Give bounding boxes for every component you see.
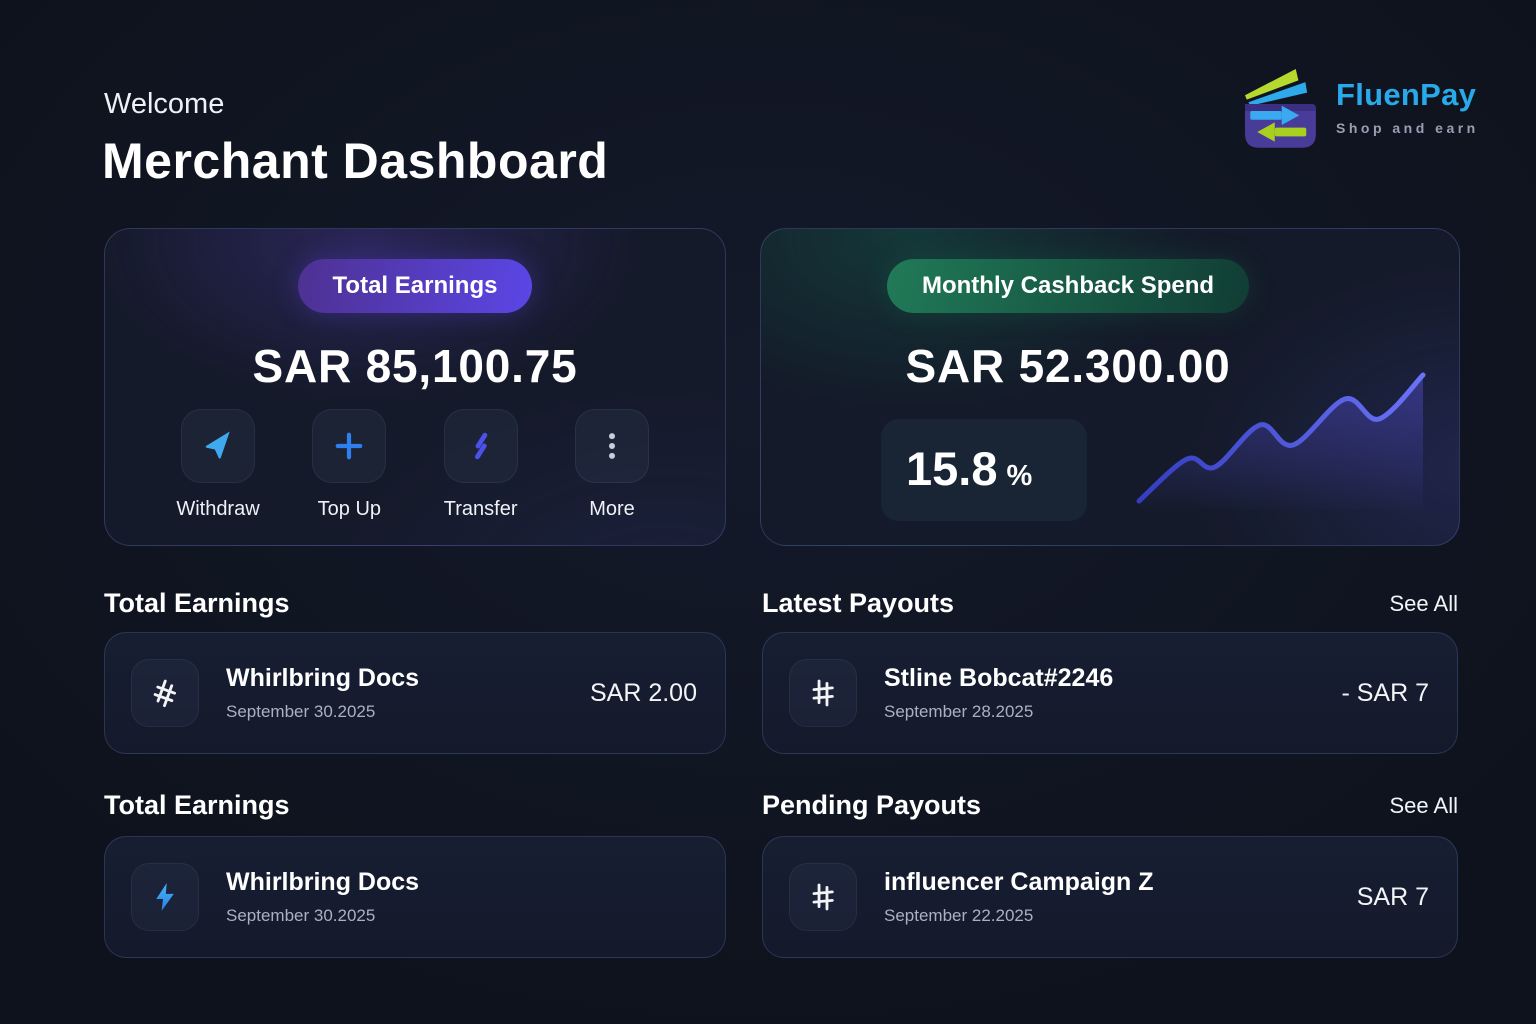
top-up-label: Top Up [317,498,382,520]
more-button[interactable]: More [557,409,667,521]
slanted-hash-icon [153,679,177,708]
top-up-tile [312,409,387,483]
item-amount: SAR 7 [1356,882,1429,911]
cashback-badge: Monthly Cashback Spend [886,259,1250,313]
item-date: September 22.2025 [884,906,1034,925]
top-up-button[interactable]: Top Up [294,409,404,521]
transfer-tile [443,409,518,483]
brand-tagline: Shop and earn [1336,120,1479,136]
hash-icon [812,883,834,911]
section-title-total-earnings-1: Total Earnings [104,588,290,618]
payout-item-row-1[interactable]: Stline Bobcat#2246 September 28.2025 - S… [762,632,1458,754]
transfer-button[interactable]: Transfer [426,409,536,521]
fluenpay-wallet-icon [1238,58,1322,155]
transfer-label: Transfer [443,498,518,520]
percent-backdrop [881,419,1087,521]
see-all-pending-payouts-link[interactable]: See All [1389,792,1459,818]
item-date: September 30.2025 [226,906,376,925]
item-title: Stline Bobcat#2246 [884,664,1114,692]
welcome-text: Welcome [104,88,225,120]
see-all-latest-payouts-link[interactable]: See All [1389,590,1459,616]
item-title: Whirlbring Docs [226,868,420,896]
brand-name: FluenPay [1336,77,1477,112]
cashback-percent: 15.8% [906,441,1032,496]
quick-actions: Withdraw Top Up Transfer [163,409,667,521]
brand-logo: FluenPay Shop and earn [1238,58,1479,155]
cashback-card: Monthly Cashback Spend SAR 52.300.00 15.… [760,228,1460,546]
section-title-total-earnings-2: Total Earnings [104,790,290,820]
item-title: Whirlbring Docs [226,664,420,692]
withdraw-tile [181,409,255,483]
send-icon [205,431,230,459]
more-vertical-icon [608,433,615,459]
earnings-item-row-1[interactable]: Whirlbring Docs September 30.2025 SAR 2.… [104,632,726,754]
withdraw-label: Withdraw [176,498,260,520]
item-date: September 28.2025 [884,702,1034,721]
cashback-sparkline-chart [1136,372,1426,509]
item-amount: - SAR 7 [1341,678,1429,707]
section-title-pending-payouts: Pending Payouts [762,790,982,820]
total-earnings-card: Total Earnings SAR 85,100.75 Withdraw To… [104,228,726,546]
item-icon-tile [131,659,199,727]
section-title-latest-payouts: Latest Payouts [762,588,955,618]
item-icon-tile [789,863,857,931]
transfer-icon [474,432,487,460]
item-amount: SAR 2.00 [589,678,697,707]
total-earnings-badge: Total Earnings [297,259,533,313]
item-title: influencer Campaign Z [884,868,1154,896]
plus-icon [335,432,363,460]
brand-text: FluenPay Shop and earn [1336,77,1479,136]
payout-item-row-2[interactable]: influencer Campaign Z September 22.2025 … [762,836,1458,958]
more-tile [574,409,649,483]
item-icon-tile [789,659,857,727]
page-title: Merchant Dashboard [102,133,609,189]
bolt-icon [156,883,174,911]
more-label: More [589,498,635,520]
total-earnings-amount: SAR 85,100.75 [252,340,578,392]
hash-icon [812,679,834,707]
percent-symbol: % [1006,460,1033,492]
cashback-amount: SAR 52.300.00 [905,340,1231,392]
item-date: September 30.2025 [226,702,376,721]
earnings-item-row-2[interactable]: Whirlbring Docs September 30.2025 [104,836,726,958]
percent-value: 15.8 [906,442,998,495]
withdraw-button[interactable]: Withdraw [163,409,273,521]
item-icon-tile [131,863,199,931]
